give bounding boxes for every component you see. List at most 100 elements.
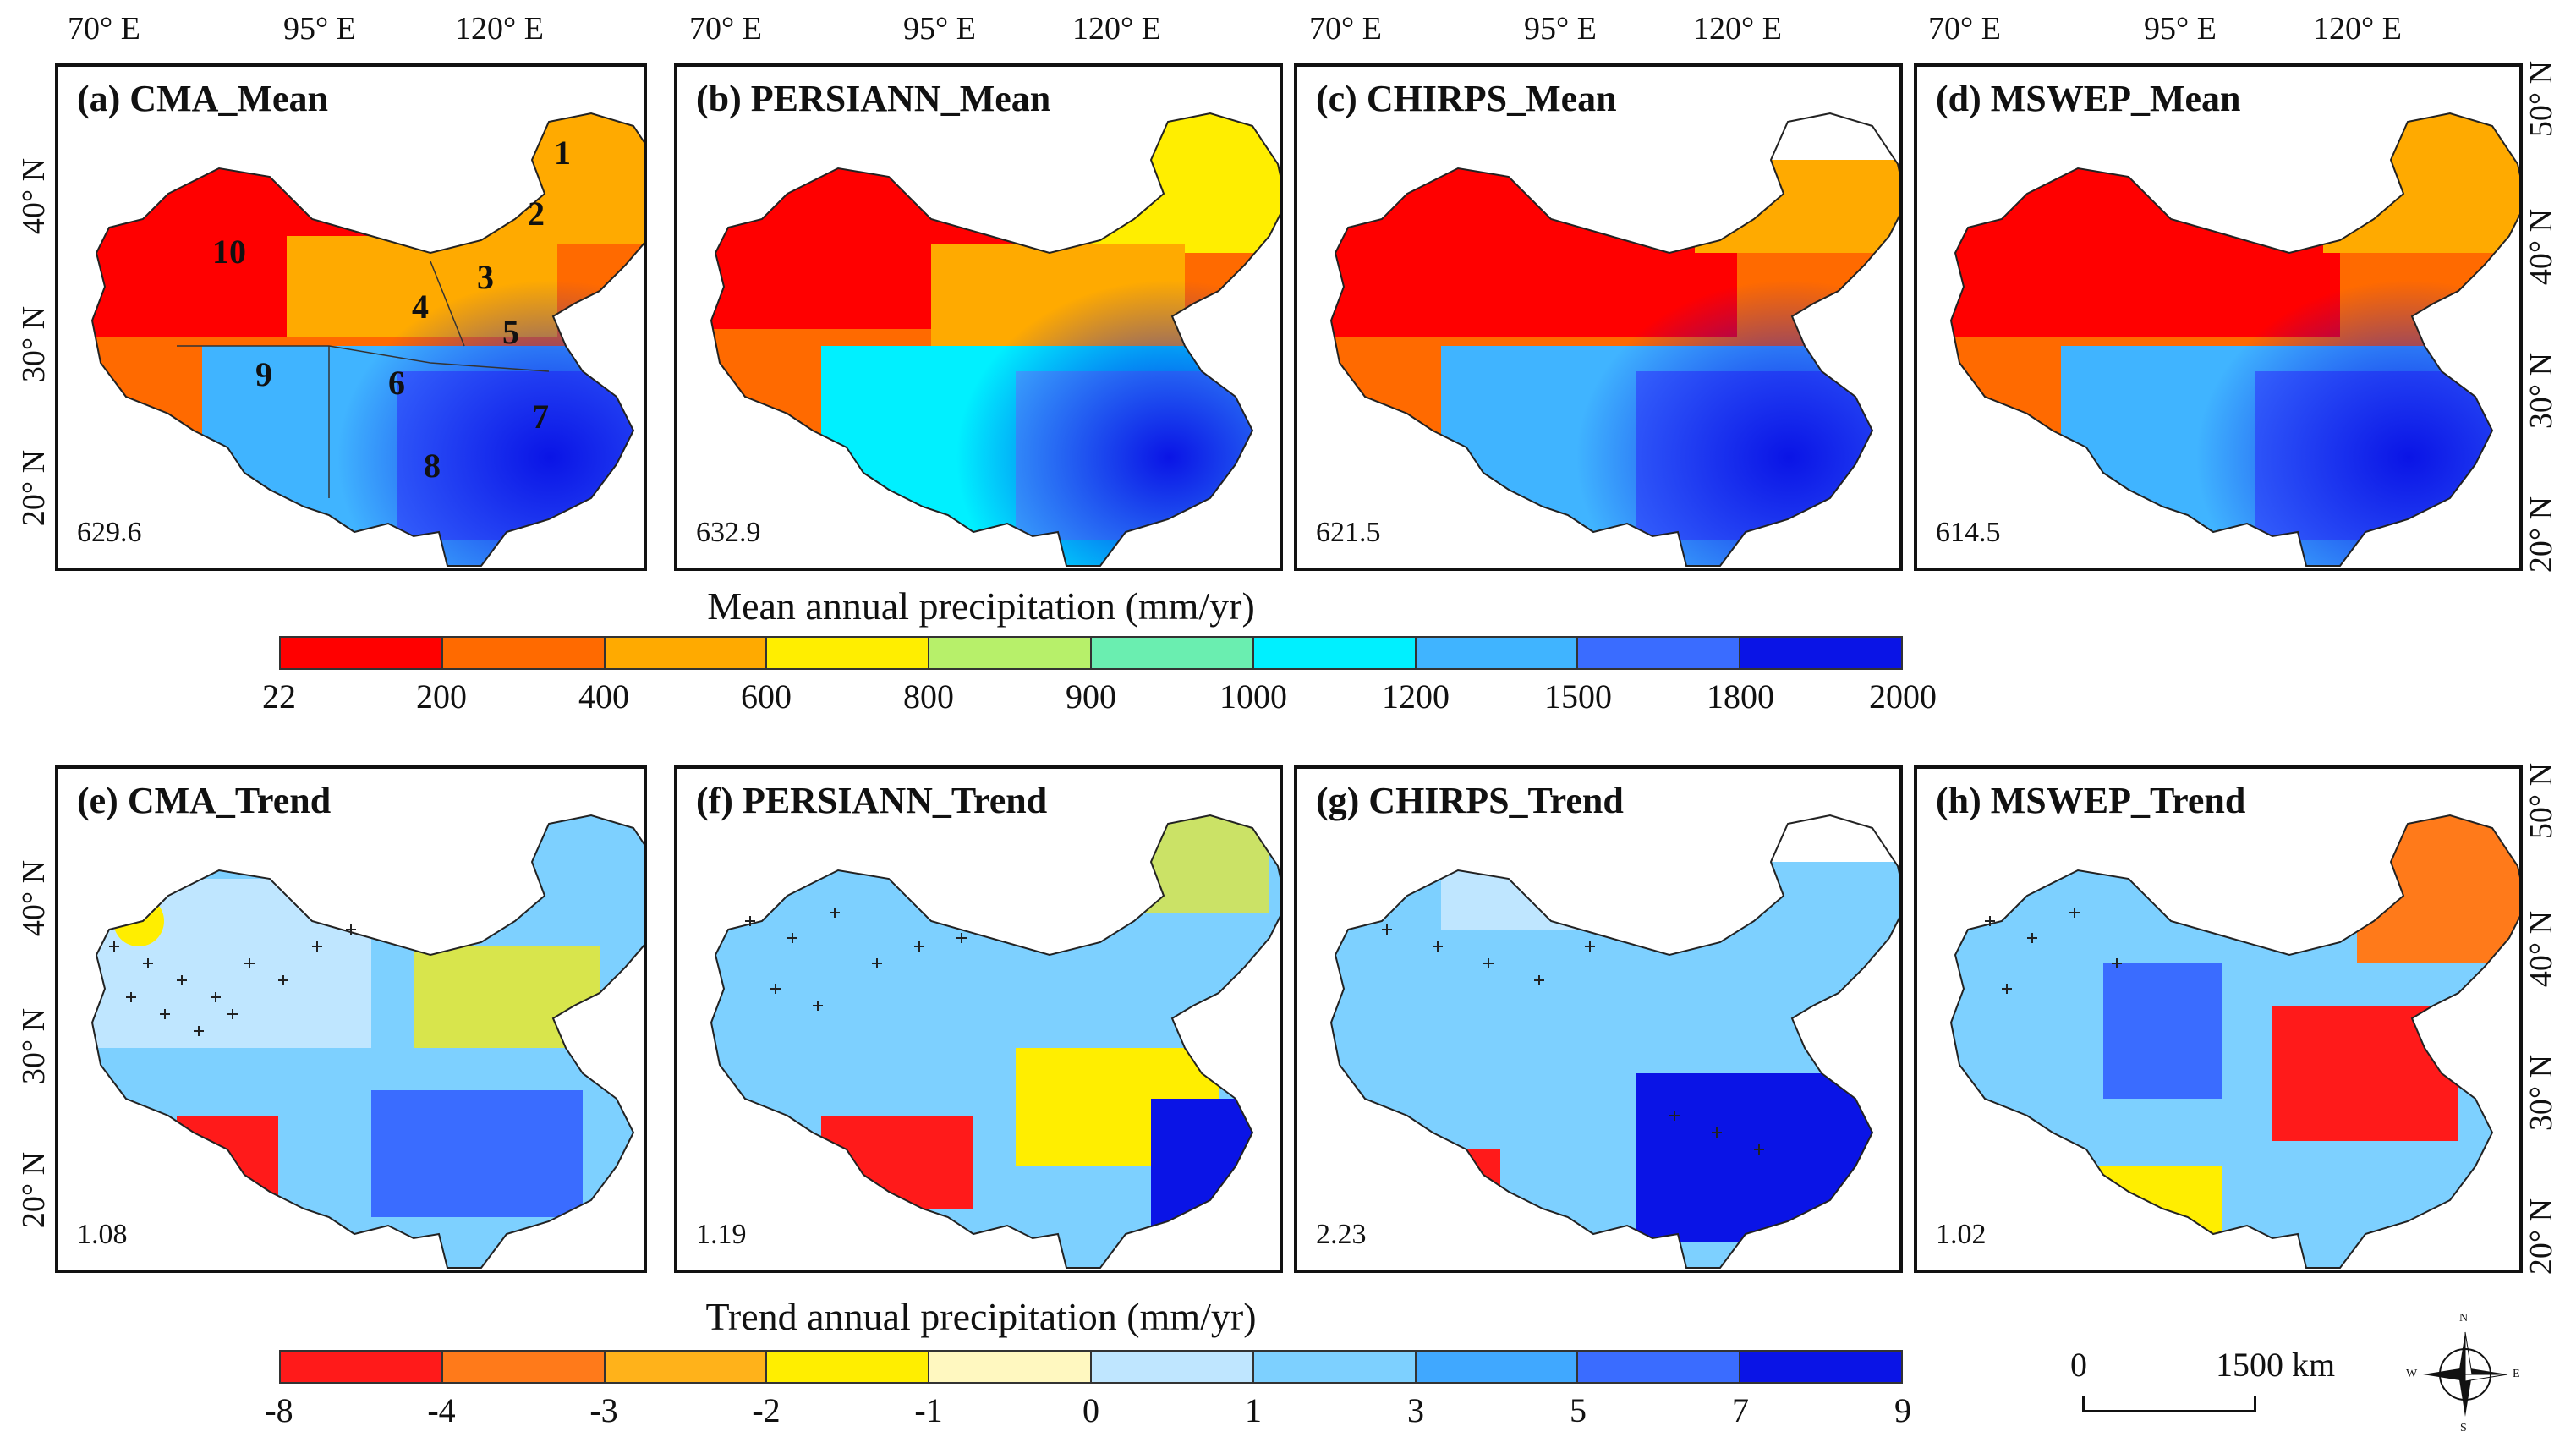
colorbar-tick-label: 1800 bbox=[1707, 677, 1774, 716]
colorbar-tick-label: 22 bbox=[262, 677, 296, 716]
region-number: 9 bbox=[255, 355, 272, 393]
china-map bbox=[710, 112, 1280, 567]
panel-title: (g) CHIRPS_Trend bbox=[1316, 780, 1624, 821]
china-map bbox=[1330, 814, 1899, 1269]
lon-label: 120° E bbox=[455, 11, 544, 47]
compass-rose-icon: N S E W bbox=[2406, 1312, 2520, 1434]
colorbar-tick-label: 2000 bbox=[1869, 677, 1937, 716]
panel-cma-trend: (e) CMA_Trend 1.08 bbox=[55, 765, 647, 1273]
lat-label: 20° N bbox=[2524, 496, 2559, 573]
compass-e: E bbox=[2513, 1368, 2520, 1380]
region-number: 1 bbox=[554, 134, 571, 172]
colorbar-swatch bbox=[767, 1352, 930, 1382]
panel-title: (f) PERSIANN_Trend bbox=[696, 780, 1048, 821]
colorbar-tick-label: 800 bbox=[903, 677, 954, 716]
panel-mswep-mean: (d) MSWEP_Mean 614.5 bbox=[1914, 63, 2523, 571]
china-map bbox=[710, 814, 1280, 1269]
colorbar-tick-label: 0 bbox=[1082, 1391, 1099, 1429]
colorbar-tick-label: 1 bbox=[1245, 1391, 1262, 1429]
lon-label: 95° E bbox=[903, 11, 976, 47]
scale-end: 1500 km bbox=[2216, 1346, 2336, 1384]
colorbar-tick-label: 1500 bbox=[1544, 677, 1612, 716]
lon-label: 70° E bbox=[1928, 11, 2001, 47]
colorbar-swatch bbox=[1253, 1352, 1417, 1382]
colorbar-tick-label: 900 bbox=[1066, 677, 1116, 716]
panel-title: (d) MSWEP_Mean bbox=[1936, 78, 2241, 119]
panel-persiann-trend: (f) PERSIANN_Trend 1.19 bbox=[674, 765, 1283, 1273]
colorbar-swatch bbox=[1091, 1352, 1254, 1382]
lat-label: 40° N bbox=[2524, 208, 2559, 286]
panel-value: 621.5 bbox=[1316, 517, 1381, 548]
china-map bbox=[1950, 814, 2519, 1269]
colorbar-swatch bbox=[1253, 638, 1417, 668]
lat-label: 30° N bbox=[16, 305, 52, 383]
colorbar-swatch bbox=[929, 638, 1092, 668]
panel-value: 632.9 bbox=[696, 517, 761, 548]
colorbar-tick-label: -3 bbox=[589, 1391, 618, 1429]
lat-label: 40° N bbox=[16, 157, 52, 235]
colorbar-tick-label: 1000 bbox=[1219, 677, 1287, 716]
panel-cma-mean: (a) CMA_Mean 629.6 1 2 3 4 5 6 7 8 9 10 bbox=[55, 63, 647, 571]
lon-label: 120° E bbox=[2313, 11, 2402, 47]
china-map bbox=[1330, 112, 1899, 567]
region-number: 5 bbox=[502, 313, 519, 351]
panel-title: (a) CMA_Mean bbox=[77, 78, 328, 119]
colorbar-tick-label: 3 bbox=[1407, 1391, 1424, 1429]
colorbar-swatch bbox=[442, 1352, 606, 1382]
scale-start: 0 bbox=[2070, 1346, 2087, 1384]
scale-line bbox=[2082, 1396, 2256, 1412]
colorbar-tick-label: 5 bbox=[1570, 1391, 1587, 1429]
panel-chirps-trend: (g) CHIRPS_Trend 2.23 bbox=[1294, 765, 1903, 1273]
colorbar-swatch bbox=[605, 1352, 768, 1382]
colorbar-swatch bbox=[1740, 638, 1901, 668]
colorbar-tick-label: -2 bbox=[752, 1391, 781, 1429]
region-number: 6 bbox=[388, 364, 405, 402]
panel-value: 1.08 bbox=[77, 1219, 128, 1250]
colorbar-swatch bbox=[767, 638, 930, 668]
lat-label: 30° N bbox=[16, 1007, 52, 1085]
colorbar-tick-label: -4 bbox=[427, 1391, 456, 1429]
lon-label: 120° E bbox=[1693, 11, 1782, 47]
colorbar-trend bbox=[279, 1350, 1903, 1384]
colorbar-swatch bbox=[1578, 638, 1741, 668]
region-number: 2 bbox=[528, 195, 545, 233]
region-number: 8 bbox=[424, 447, 441, 485]
colorbar-tick-label: 400 bbox=[578, 677, 629, 716]
colorbar-swatch bbox=[929, 1352, 1092, 1382]
compass-n: N bbox=[2459, 1312, 2469, 1325]
lon-label: 95° E bbox=[2144, 11, 2217, 47]
colorbar-swatch bbox=[1416, 638, 1579, 668]
region-number: 3 bbox=[477, 258, 494, 296]
panel-mswep-trend: (h) MSWEP_Trend 1.02 bbox=[1914, 765, 2523, 1273]
panel-value: 1.02 bbox=[1936, 1219, 1987, 1250]
region-number: 10 bbox=[212, 233, 246, 271]
colorbar-swatch bbox=[281, 1352, 443, 1382]
panel-title: (e) CMA_Trend bbox=[77, 780, 332, 821]
lat-label: 30° N bbox=[2524, 1054, 2559, 1132]
colorbar-tick-label: 1200 bbox=[1382, 677, 1450, 716]
china-map bbox=[1950, 112, 2519, 567]
colorbar-trend-title: Trend annual precipitation (mm/yr) bbox=[705, 1295, 1257, 1338]
colorbar-swatch bbox=[1091, 638, 1254, 668]
lon-label: 95° E bbox=[283, 11, 356, 47]
colorbar-mean bbox=[279, 636, 1903, 670]
colorbar-swatch bbox=[1416, 1352, 1579, 1382]
colorbar-swatch bbox=[281, 638, 443, 668]
panel-persiann-mean: (b) PERSIANN_Mean 632.9 bbox=[674, 63, 1283, 571]
lon-label: 70° E bbox=[68, 11, 140, 47]
china-map bbox=[91, 112, 644, 567]
colorbar-swatch bbox=[442, 638, 606, 668]
lat-label: 20° N bbox=[16, 449, 52, 527]
lat-label: 20° N bbox=[16, 1151, 52, 1229]
lat-label: 20° N bbox=[2524, 1198, 2559, 1275]
lon-label: 70° E bbox=[689, 11, 762, 47]
colorbar-swatch bbox=[1740, 1352, 1901, 1382]
colorbar-tick-label: 600 bbox=[741, 677, 792, 716]
lon-label: 70° E bbox=[1309, 11, 1382, 47]
panel-title: (c) CHIRPS_Mean bbox=[1316, 78, 1617, 119]
lat-label: 30° N bbox=[2524, 352, 2559, 430]
colorbar-mean-title: Mean annual precipitation (mm/yr) bbox=[707, 584, 1255, 628]
panel-value: 2.23 bbox=[1316, 1219, 1367, 1250]
region-number: 7 bbox=[532, 398, 549, 436]
colorbar-tick-label: -1 bbox=[914, 1391, 943, 1429]
